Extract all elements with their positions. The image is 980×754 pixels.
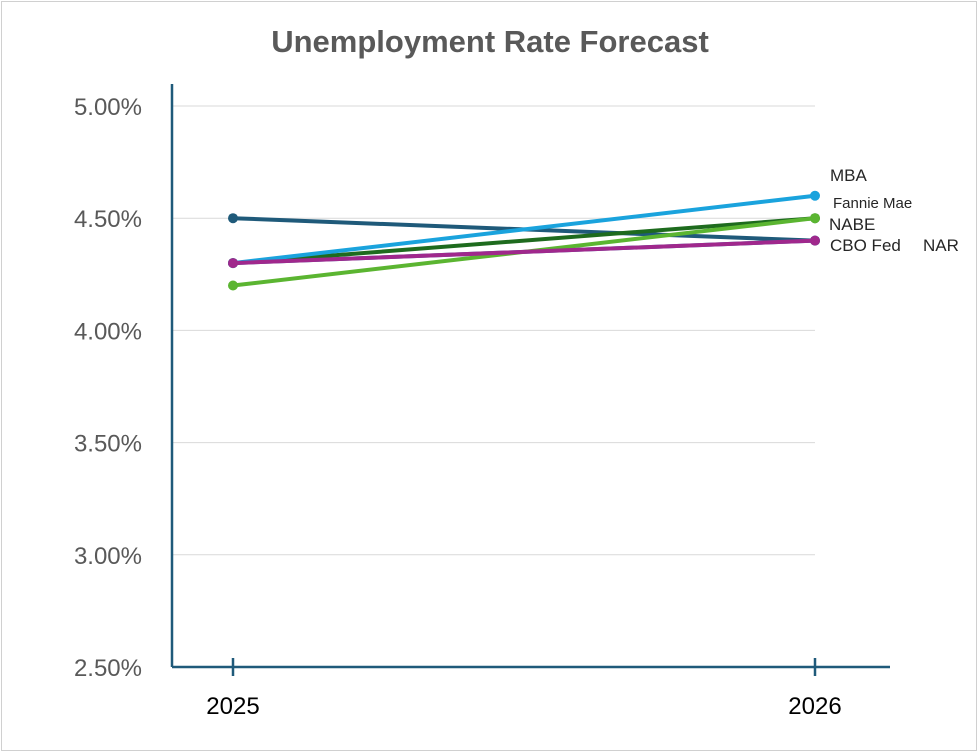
label-nar: NAR bbox=[923, 236, 959, 255]
label-fannie-mae: Fannie Mae bbox=[833, 195, 912, 212]
y-tick-label: 3.50% bbox=[74, 431, 142, 458]
series-fed bbox=[228, 235, 820, 269]
y-tick-label: 2.50% bbox=[74, 655, 142, 682]
point-mba bbox=[810, 190, 820, 201]
point-fed bbox=[810, 235, 820, 246]
gridlines bbox=[172, 105, 815, 556]
y-tick-label: 4.50% bbox=[74, 206, 142, 233]
label-nabe: NABE bbox=[829, 215, 875, 234]
axes bbox=[170, 84, 890, 676]
y-tick-labels: 2.50% 3.00% 3.50% 4.00% 4.50% 5.00% bbox=[74, 94, 142, 682]
x-tick-label: 2025 bbox=[206, 693, 259, 720]
series-labels: MBA Fannie Mae NABE CBO Fed NAR bbox=[829, 166, 959, 255]
point-nabe bbox=[810, 213, 820, 224]
label-mba: MBA bbox=[830, 166, 868, 185]
label-cbo-fed: CBO Fed bbox=[830, 236, 901, 255]
chart-title: Unemployment Rate Forecast bbox=[271, 24, 709, 59]
x-tick-label: 2026 bbox=[788, 693, 841, 720]
line-fannie-mae bbox=[231, 216, 817, 266]
x-tick-labels: 2025 2026 bbox=[206, 693, 841, 720]
y-tick-label: 4.00% bbox=[74, 318, 142, 345]
point-fed bbox=[228, 258, 238, 269]
series-lines bbox=[228, 190, 820, 291]
point-cbo bbox=[228, 213, 238, 224]
y-tick-label: 3.00% bbox=[74, 543, 142, 570]
y-tick-label: 5.00% bbox=[74, 94, 142, 121]
point-nabe bbox=[228, 280, 238, 291]
line-mba bbox=[231, 193, 817, 266]
line-fed bbox=[231, 238, 817, 266]
